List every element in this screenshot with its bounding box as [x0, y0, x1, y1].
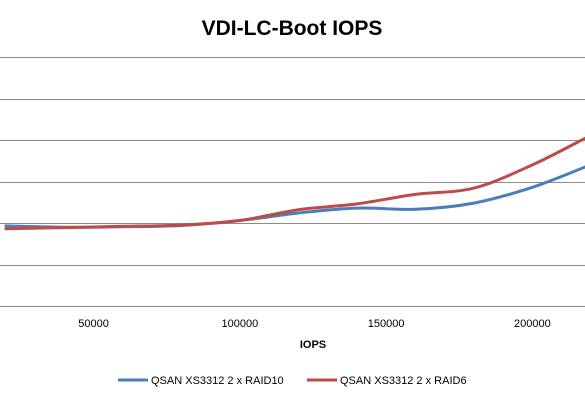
gridlines	[0, 57, 585, 307]
series-lines	[4, 136, 585, 231]
x-tick-labels: 50000 100000 150000 200000	[78, 318, 550, 330]
legend-label-2: QSAN XS3312 2 x RAID6	[340, 375, 467, 387]
x-axis-label: IOPS	[300, 339, 326, 351]
x-tick-label: 150000	[368, 318, 405, 330]
x-tick-label: 200000	[514, 318, 551, 330]
chart-title: VDI-LC-Boot IOPS	[202, 17, 383, 40]
x-tick-label: 50000	[78, 318, 109, 330]
legend: QSAN XS3312 2 x RAID10 QSAN XS3312 2 x RA…	[118, 375, 467, 387]
x-tick-label: 100000	[221, 318, 258, 330]
series-line-2	[4, 136, 585, 231]
series-line-1	[4, 165, 585, 229]
legend-label-1: QSAN XS3312 2 x RAID10	[151, 375, 284, 387]
